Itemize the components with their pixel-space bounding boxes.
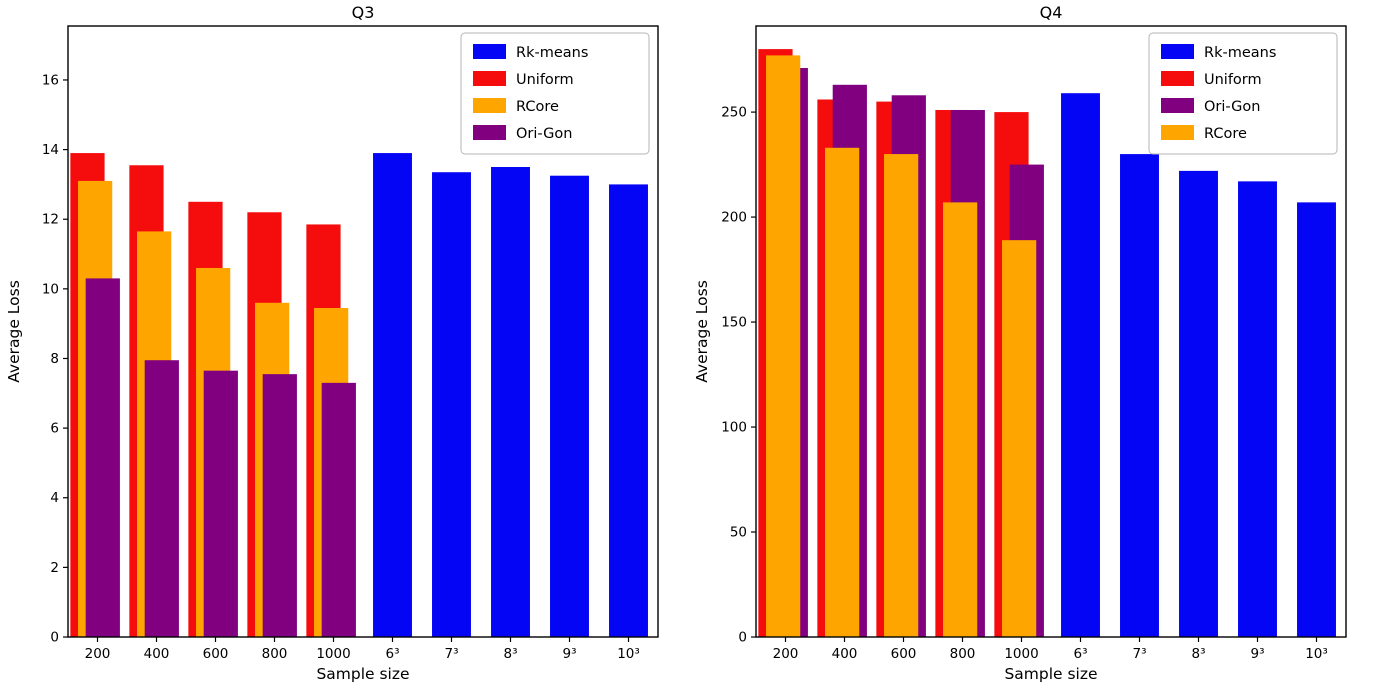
bar-rcore	[884, 154, 919, 637]
bar-rk-means	[1061, 93, 1100, 637]
bar-rcore	[943, 202, 978, 637]
x-axis-label: Sample size	[1004, 665, 1097, 683]
axes-frame	[755, 25, 1347, 638]
y-tick-label: 2	[50, 560, 59, 576]
x-axis-label: Sample size	[316, 665, 409, 683]
legend-box	[1148, 32, 1338, 155]
bar-ori-gon	[203, 370, 238, 637]
y-tick-label: 8	[50, 351, 59, 367]
x-tick-label: 400	[144, 646, 170, 662]
x-tick-label: 10³	[617, 646, 640, 662]
legend-swatch-ori-gon	[1161, 98, 1194, 113]
legend-label: Uniform	[1204, 72, 1262, 88]
x-tick-label: 600	[203, 646, 229, 662]
bar-rk-means	[1179, 170, 1218, 637]
bar-ori-gon	[262, 374, 297, 637]
x-tick-label: 8³	[1191, 646, 1205, 662]
chart-canvas: 0 2 4 6 8 10 12 14 16 200 400 600 800 1000 6³ 7³ 8³ 9³ 10³…	[5, 3, 659, 683]
y-tick-label: 250	[721, 105, 747, 121]
y-tick-label: 200	[721, 210, 747, 226]
legend-swatch-ori-gon	[473, 125, 506, 140]
y-tick-label: 50	[730, 525, 747, 541]
legend-label: Ori-Gon	[1204, 99, 1260, 115]
legend-swatch-rk-means	[473, 44, 506, 59]
chart-canvas: 0 50 100 150 200 250 200 400 600 800 1000 6³ 7³ 8³ 9³ 1…	[693, 3, 1347, 683]
axes-frame	[67, 25, 659, 638]
legend-label: RCore	[1204, 126, 1247, 142]
legend-label: Rk-means	[516, 45, 588, 61]
chart-q4: 0 50 100 150 200 250 200 400 600 800 1000 6³ 7³ 8³ 9³ 1…	[688, 0, 1376, 693]
bar-rk-means	[1297, 202, 1336, 637]
y-tick-label: 150	[721, 315, 747, 331]
x-tick-label: 200	[773, 646, 799, 662]
y-tick-label: 14	[42, 142, 59, 158]
bar-rcore	[1002, 240, 1037, 637]
y-tick-label: 100	[721, 420, 747, 436]
legend-swatch-uniform	[1161, 71, 1194, 86]
y-tick-label: 0	[738, 630, 747, 646]
legend-box	[460, 32, 650, 155]
y-tick-label: 12	[42, 212, 59, 228]
legend-swatch-rk-means	[1161, 44, 1194, 59]
x-tick-label: 6³	[385, 646, 399, 662]
bar-rcore	[825, 147, 860, 637]
bar-rk-means	[373, 153, 412, 637]
x-tick-label: 8³	[503, 646, 517, 662]
x-tick-label: 1000	[1004, 646, 1038, 662]
legend-label: Rk-means	[1204, 45, 1276, 61]
legend-swatch-rcore	[473, 98, 506, 113]
bar-rk-means	[1238, 181, 1277, 637]
y-axis-label: Average Loss	[5, 280, 23, 383]
x-tick-label: 800	[950, 646, 976, 662]
y-tick-label: 0	[50, 630, 59, 646]
y-axis-label: Average Loss	[693, 280, 711, 383]
y-tick-label: 6	[50, 421, 59, 437]
chart-title: Q3	[352, 3, 375, 22]
bar-rk-means	[550, 175, 589, 637]
y-tick-label: 16	[42, 72, 59, 88]
x-tick-label: 10³	[1305, 646, 1328, 662]
x-tick-label: 200	[85, 646, 111, 662]
bar-rk-means	[432, 172, 471, 637]
chart-q3: 0 2 4 6 8 10 12 14 16 200 400 600 800 1000 6³ 7³ 8³ 9³ 10³…	[0, 0, 688, 693]
legend-swatch-rcore	[1161, 125, 1194, 140]
legend-swatch-uniform	[473, 71, 506, 86]
x-tick-label: 9³	[1250, 646, 1264, 662]
x-tick-label: 6³	[1073, 646, 1087, 662]
y-tick-label: 10	[42, 281, 59, 297]
x-tick-label: 1000	[316, 646, 350, 662]
bar-ori-gon	[85, 278, 120, 637]
bar-rk-means	[1120, 154, 1159, 637]
legend-label: Ori-Gon	[516, 126, 572, 142]
bar-ori-gon	[321, 382, 356, 637]
x-tick-label: 600	[891, 646, 917, 662]
bar-rk-means	[491, 167, 530, 637]
x-tick-label: 400	[832, 646, 858, 662]
x-tick-label: 9³	[562, 646, 576, 662]
x-tick-label: 7³	[444, 646, 458, 662]
legend-label: RCore	[516, 99, 559, 115]
bar-ori-gon	[144, 360, 179, 637]
legend-label: Uniform	[516, 72, 574, 88]
x-tick-label: 800	[262, 646, 288, 662]
chart-title: Q4	[1040, 3, 1063, 22]
bar-rcore	[766, 55, 801, 637]
y-tick-label: 4	[50, 490, 59, 506]
x-tick-label: 7³	[1132, 646, 1146, 662]
bar-rk-means	[609, 184, 648, 637]
